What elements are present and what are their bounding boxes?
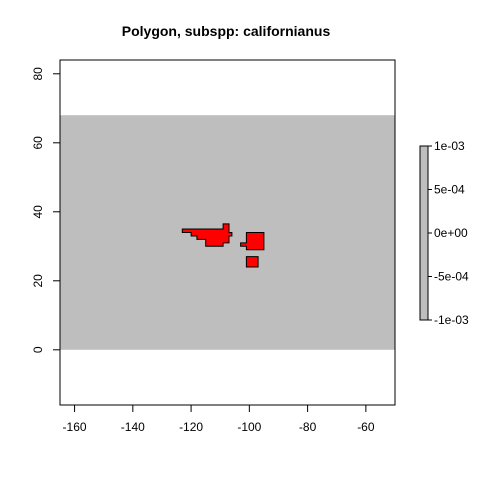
legend-tick-label: 5e-04 [434, 183, 465, 197]
x-tick-label: -100 [237, 420, 261, 434]
legend-tick-label: 1e-03 [434, 139, 465, 153]
chart-title: Polygon, subspp: californianus [122, 23, 331, 39]
legend-tick-label: 0e+00 [434, 226, 468, 240]
legend-colorbar [419, 145, 429, 321]
x-tick-label: -60 [357, 420, 375, 434]
x-tick-label: -80 [299, 420, 317, 434]
x-tick-label: -140 [121, 420, 145, 434]
x-axis: -160 -140 -120 -100 -80 -60 [63, 404, 375, 434]
y-tick-label: 0 [31, 346, 45, 353]
y-tick-label: 20 [31, 274, 45, 288]
range-polygon [240, 232, 265, 251]
y-tick-label: 60 [31, 136, 45, 150]
range-polygon [245, 256, 259, 268]
x-tick-label: -120 [179, 420, 203, 434]
x-tick-label: -160 [63, 420, 87, 434]
y-tick-label: 40 [31, 205, 45, 219]
color-legend: 1e-03 5e-04 0e+00 -5e-04 -1e-03 [419, 139, 469, 327]
y-axis: 0 20 40 60 80 [31, 67, 61, 353]
legend-tick-label: -5e-04 [434, 270, 469, 284]
legend-tick-label: -1e-03 [434, 313, 469, 327]
y-tick-label: 80 [31, 67, 45, 81]
range-polygon [181, 223, 233, 247]
polygon-layer [181, 223, 265, 268]
